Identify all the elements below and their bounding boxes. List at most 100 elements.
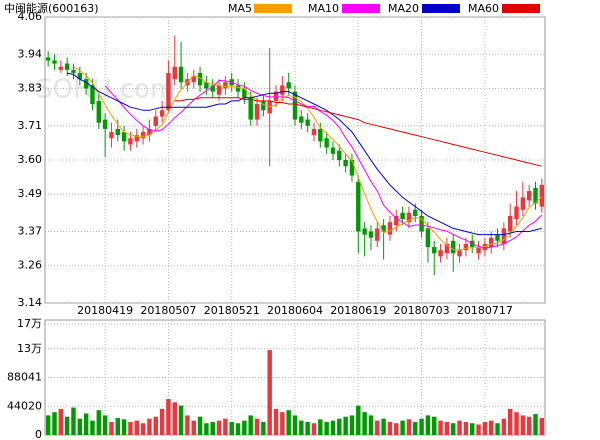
- candle-body: [273, 91, 279, 101]
- volume-bar: [387, 421, 393, 435]
- candle-body: [267, 100, 272, 114]
- volume-bar: [438, 420, 443, 435]
- volume-bar: [159, 408, 165, 435]
- candle-body: [539, 184, 545, 207]
- candle-body: [444, 243, 450, 254]
- y-tick-label: 88041: [7, 371, 42, 384]
- volume-bar: [495, 423, 500, 435]
- candle-body: [153, 116, 158, 126]
- volume-bar: [457, 420, 462, 435]
- candle-body: [77, 72, 83, 80]
- volume-bar: [115, 418, 120, 435]
- y-tick-label: 3.94: [18, 47, 43, 60]
- legend-swatch: [422, 4, 460, 13]
- volume-bar: [204, 423, 209, 435]
- volume-bar: [507, 408, 513, 435]
- volume-bar: [229, 421, 234, 435]
- candle-body: [115, 128, 120, 136]
- volume-bar: [318, 419, 323, 435]
- volume-bar: [476, 424, 481, 435]
- volume-bar: [324, 421, 329, 435]
- volume-bar: [128, 421, 133, 435]
- candle-body: [438, 250, 443, 257]
- candle-body: [343, 160, 348, 167]
- volume-bar: [470, 423, 475, 435]
- candle-body: [134, 135, 139, 142]
- volume-bar: [349, 415, 355, 435]
- volume-bar: [197, 416, 203, 435]
- candle-body: [463, 243, 469, 251]
- legend-label: MA10: [308, 2, 339, 15]
- candle-body: [432, 247, 437, 254]
- volume-bar: [311, 423, 317, 435]
- candle-body: [400, 212, 405, 220]
- volume-bar: [286, 410, 291, 435]
- candle-body: [102, 119, 108, 129]
- candle-body: [476, 247, 481, 254]
- chart-title: 中闽能源(600163): [4, 1, 99, 15]
- volume-bar: [185, 415, 190, 435]
- volume-bar: [191, 420, 196, 435]
- y-tick-label: 0: [35, 428, 42, 440]
- candle-body: [533, 187, 538, 204]
- volume-bar: [210, 421, 215, 435]
- volume-bar: [451, 423, 456, 435]
- volume-bar: [356, 405, 361, 435]
- volume-bar: [178, 405, 184, 435]
- candle-body: [292, 91, 298, 120]
- volume-bar: [444, 421, 450, 435]
- candle-body: [299, 116, 304, 123]
- y-tick-label: 3.26: [18, 259, 43, 272]
- volume-bar: [362, 412, 367, 435]
- volume-bar: [394, 423, 399, 435]
- volume-bar: [83, 413, 89, 435]
- candle-body: [216, 85, 222, 95]
- volume-bar: [261, 421, 266, 435]
- watermark: SOHU.com: [36, 75, 175, 105]
- candle-body: [324, 138, 329, 148]
- y-tick-label: 4.06: [18, 10, 43, 23]
- candle-body: [514, 206, 519, 220]
- candle-body: [242, 88, 247, 98]
- volume-bar: [432, 416, 437, 435]
- volume-bar: [121, 419, 127, 435]
- candle-body: [248, 97, 253, 120]
- x-tick-label: 20180604: [267, 304, 323, 317]
- candle-body: [425, 228, 431, 248]
- volume-bar: [299, 420, 304, 435]
- candle-body: [381, 225, 386, 232]
- volume-bar: [419, 418, 424, 435]
- volume-bar: [488, 420, 494, 435]
- candle-body: [109, 132, 114, 139]
- candle-body: [488, 237, 494, 248]
- ma-line: [174, 97, 542, 167]
- candle-body: [223, 82, 228, 89]
- candle-body: [387, 222, 393, 235]
- candle-body: [406, 212, 412, 223]
- x-tick-label: 20180619: [330, 304, 386, 317]
- candle-body: [254, 104, 260, 120]
- volume-bar: [153, 416, 158, 435]
- candle-body: [520, 197, 526, 210]
- candle-body: [368, 231, 374, 238]
- volume-bar: [343, 416, 348, 435]
- candle-body: [71, 69, 76, 73]
- volume-bar: [172, 402, 177, 435]
- volume-bar: [223, 418, 228, 435]
- y-tick-label: 3.60: [18, 153, 43, 166]
- candle-body: [330, 147, 336, 154]
- volume-bar: [280, 412, 285, 435]
- volume-bar: [64, 416, 70, 435]
- candle-body: [507, 215, 513, 232]
- volume-bar: [58, 408, 64, 435]
- volume-bar: [216, 420, 222, 435]
- candle-body: [159, 110, 165, 117]
- candle-body: [210, 85, 215, 92]
- volume-bar: [96, 410, 102, 435]
- volume-bar: [337, 418, 342, 435]
- volume-bar: [381, 418, 386, 435]
- volume-bar: [77, 418, 83, 435]
- candle-body: [457, 250, 462, 257]
- x-tick-label: 20180507: [140, 304, 196, 317]
- candle-body: [261, 100, 266, 111]
